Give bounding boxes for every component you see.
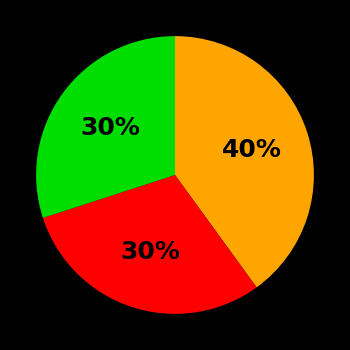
Text: 30%: 30% (80, 116, 140, 140)
Text: 40%: 40% (222, 138, 281, 162)
Text: 30%: 30% (120, 240, 180, 264)
Wedge shape (175, 36, 314, 287)
Wedge shape (43, 175, 257, 314)
Wedge shape (36, 36, 175, 218)
